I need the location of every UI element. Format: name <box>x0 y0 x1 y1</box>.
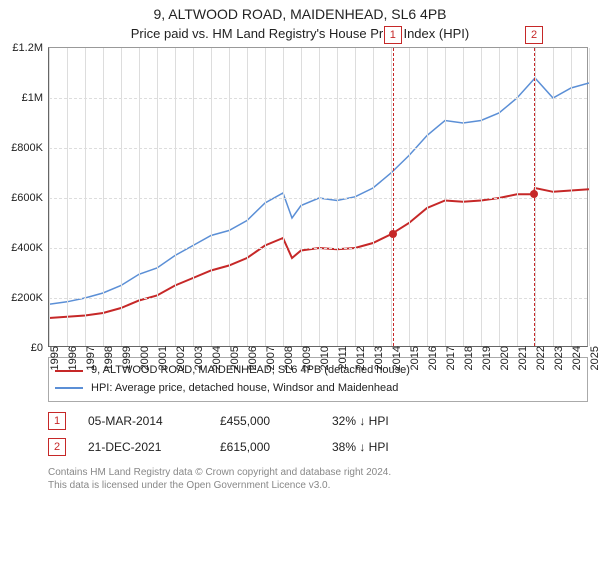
gridline-v <box>517 48 518 346</box>
gridline-v <box>85 48 86 346</box>
sale-price: £455,000 <box>220 414 310 428</box>
gridline-v <box>283 48 284 346</box>
sale-delta: 32% ↓ HPI <box>332 414 442 428</box>
x-axis-label: 2025 <box>585 346 600 370</box>
gridline-v <box>373 48 374 346</box>
y-axis-label: £400K <box>11 242 49 254</box>
x-axis-label: 2018 <box>459 346 475 370</box>
chart-container: 9, ALTWOOD ROAD, MAIDENHEAD, SL6 4PB Pri… <box>0 6 600 492</box>
x-axis-label: 2020 <box>495 346 511 370</box>
x-axis-label: 2012 <box>351 346 367 370</box>
gridline-v <box>157 48 158 346</box>
gridline-v <box>175 48 176 346</box>
y-axis-label: £1M <box>22 92 49 104</box>
x-axis-label: 2017 <box>441 346 457 370</box>
x-axis-label: 2016 <box>423 346 439 370</box>
gridline-v <box>211 48 212 346</box>
gridline-v <box>553 48 554 346</box>
x-axis-label: 2015 <box>405 346 421 370</box>
footer-line1: Contains HM Land Registry data © Crown c… <box>48 466 588 479</box>
x-axis-label: 2019 <box>477 346 493 370</box>
sale-marker-badge: 1 <box>384 26 402 44</box>
title-sub: Price paid vs. HM Land Registry's House … <box>0 26 600 41</box>
legend-item: HPI: Average price, detached house, Wind… <box>55 380 581 398</box>
gridline-v <box>265 48 266 346</box>
sale-delta: 38% ↓ HPI <box>332 440 442 454</box>
x-axis-label: 1996 <box>63 346 79 370</box>
gridline-h <box>49 298 587 299</box>
x-axis-label: 2021 <box>513 346 529 370</box>
x-axis-label: 2004 <box>207 346 223 370</box>
x-axis-label: 1998 <box>99 346 115 370</box>
gridline-v <box>409 48 410 346</box>
gridline-v <box>481 48 482 346</box>
x-axis-label: 1995 <box>45 346 61 370</box>
y-axis-label: £600K <box>11 192 49 204</box>
y-axis-label: £1.2M <box>12 42 49 54</box>
x-axis-label: 2008 <box>279 346 295 370</box>
gridline-v <box>193 48 194 346</box>
gridline-v <box>67 48 68 346</box>
x-axis-label: 2006 <box>243 346 259 370</box>
sale-row: 1 05-MAR-2014 £455,000 32% ↓ HPI <box>48 408 588 434</box>
gridline-v <box>301 48 302 346</box>
x-axis-label: 2001 <box>153 346 169 370</box>
sale-badge: 1 <box>48 412 66 430</box>
plot-area: £0£200K£400K£600K£800K£1M£1.2M1995199619… <box>48 47 588 347</box>
gridline-v <box>445 48 446 346</box>
gridline-v <box>589 48 590 346</box>
x-axis-label: 1997 <box>81 346 97 370</box>
x-axis-label: 2005 <box>225 346 241 370</box>
sales-table: 1 05-MAR-2014 £455,000 32% ↓ HPI 2 21-DEC-202… <box>48 408 588 460</box>
gridline-v <box>499 48 500 346</box>
gridline-v <box>103 48 104 346</box>
gridline-v <box>139 48 140 346</box>
gridline-v <box>247 48 248 346</box>
gridline-v <box>337 48 338 346</box>
gridline-h <box>49 148 587 149</box>
footer-line2: This data is licensed under the Open Gov… <box>48 479 588 492</box>
gridline-v <box>319 48 320 346</box>
sale-date: 21-DEC-2021 <box>88 440 198 454</box>
sale-marker-dot <box>389 230 397 238</box>
sale-price: £615,000 <box>220 440 310 454</box>
gridline-v <box>571 48 572 346</box>
legend-swatch <box>55 387 83 389</box>
x-axis-label: 2014 <box>387 346 403 370</box>
sale-marker-line <box>393 48 394 346</box>
gridline-h <box>49 248 587 249</box>
gridline-v <box>121 48 122 346</box>
gridline-h <box>49 198 587 199</box>
x-axis-label: 2002 <box>171 346 187 370</box>
footer-attribution: Contains HM Land Registry data © Crown c… <box>48 466 588 492</box>
x-axis-label: 2000 <box>135 346 151 370</box>
x-axis-label: 1999 <box>117 346 133 370</box>
gridline-v <box>355 48 356 346</box>
y-axis-label: £200K <box>11 292 49 304</box>
title-main: 9, ALTWOOD ROAD, MAIDENHEAD, SL6 4PB <box>0 6 600 22</box>
sale-marker-dot <box>530 190 538 198</box>
y-axis-label: £800K <box>11 142 49 154</box>
x-axis-label: 2010 <box>315 346 331 370</box>
sale-row: 2 21-DEC-2021 £615,000 38% ↓ HPI <box>48 434 588 460</box>
legend-label: HPI: Average price, detached house, Wind… <box>91 380 398 398</box>
gridline-v <box>463 48 464 346</box>
x-axis-label: 2024 <box>567 346 583 370</box>
chart-titles: 9, ALTWOOD ROAD, MAIDENHEAD, SL6 4PB Pri… <box>0 6 600 41</box>
gridline-h <box>49 98 587 99</box>
x-axis-label: 2022 <box>531 346 547 370</box>
sale-badge: 2 <box>48 438 66 456</box>
gridline-v <box>229 48 230 346</box>
gridline-v <box>427 48 428 346</box>
x-axis-label: 2013 <box>369 346 385 370</box>
x-axis-label: 2009 <box>297 346 313 370</box>
x-axis-label: 2003 <box>189 346 205 370</box>
sale-marker-badge: 2 <box>525 26 543 44</box>
gridline-v <box>49 48 50 346</box>
sale-date: 05-MAR-2014 <box>88 414 198 428</box>
x-axis-label: 2007 <box>261 346 277 370</box>
x-axis-label: 2023 <box>549 346 565 370</box>
x-axis-label: 2011 <box>333 346 349 370</box>
